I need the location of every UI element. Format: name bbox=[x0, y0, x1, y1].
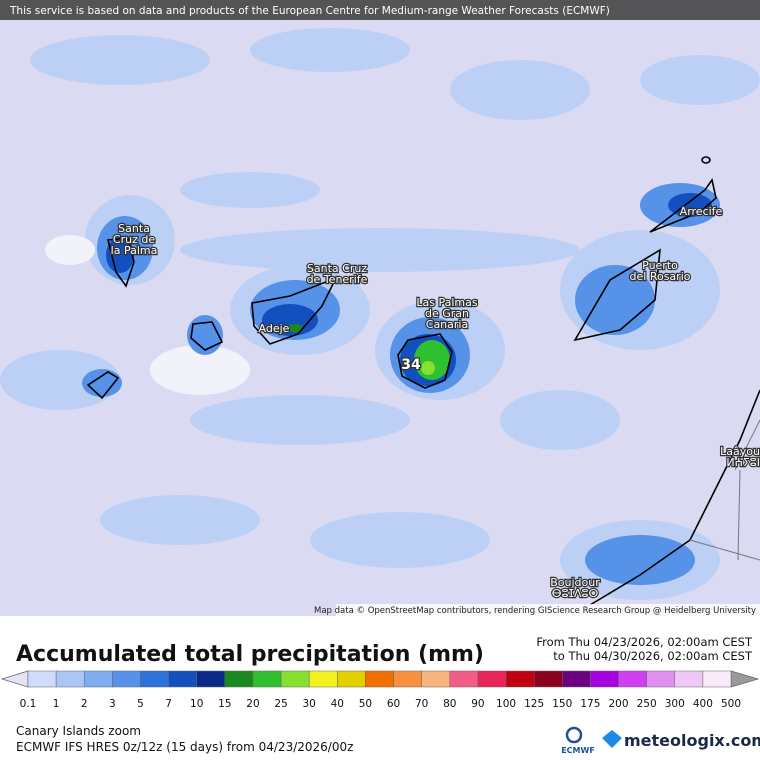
attribution-bg bbox=[336, 604, 760, 616]
precip-max bbox=[287, 324, 450, 380]
level-label: 400 bbox=[693, 698, 713, 710]
color-box bbox=[674, 670, 704, 688]
color-box bbox=[365, 670, 394, 688]
color-box bbox=[196, 670, 226, 688]
level-label: 30 bbox=[303, 698, 316, 710]
place-label: ⵍⵄⵢⵓⵏ bbox=[726, 456, 760, 469]
legend-title: Accumulated total precipitation (mm) bbox=[16, 642, 484, 667]
precip-light bbox=[0, 28, 760, 600]
level-label: 80 bbox=[443, 698, 456, 710]
period-from: From Thu 04/23/2026, 02:00am CEST bbox=[536, 635, 753, 649]
color-box bbox=[505, 670, 535, 688]
brand-icon bbox=[602, 730, 622, 748]
period-to: to Thu 04/30/2026, 02:00am CEST bbox=[553, 649, 753, 663]
place-label: Puerto bbox=[642, 259, 678, 272]
color-box bbox=[618, 670, 647, 688]
level-label: 200 bbox=[608, 698, 628, 710]
dry-areas bbox=[45, 235, 250, 395]
model-info: ECMWF IFS HRES 0z/12z (15 days) from 04/… bbox=[16, 740, 353, 754]
place-label: Cruz de bbox=[113, 233, 155, 246]
level-label: 70 bbox=[415, 698, 428, 710]
level-label: 90 bbox=[471, 698, 484, 710]
place-label: la Palma bbox=[111, 244, 158, 257]
banner: This service is based on data and produc… bbox=[9, 5, 610, 17]
place-label: ⴱⵓⵊⴷⵓⵔ bbox=[552, 587, 599, 600]
color-box bbox=[421, 670, 451, 688]
level-label: 20 bbox=[246, 698, 259, 710]
borders bbox=[689, 419, 760, 561]
color-box bbox=[27, 670, 57, 688]
level-label: 40 bbox=[331, 698, 344, 710]
max-value: 34 bbox=[401, 357, 421, 373]
level-label: 7 bbox=[165, 698, 172, 710]
level-label: 15 bbox=[218, 698, 231, 710]
place-label: Adeje bbox=[259, 322, 290, 335]
above-arrow bbox=[730, 670, 760, 688]
below-arrow bbox=[0, 670, 29, 688]
color-box bbox=[590, 670, 619, 688]
level-label: 250 bbox=[637, 698, 657, 710]
level-label: 3 bbox=[109, 698, 116, 710]
place-label: de Gran bbox=[425, 307, 469, 320]
level-label: 10 bbox=[190, 698, 203, 710]
level-label: 1 bbox=[53, 698, 60, 710]
region: Canary Islands zoom bbox=[16, 724, 141, 738]
coastlines bbox=[86, 156, 760, 606]
color-box bbox=[140, 670, 169, 688]
place-label: Santa bbox=[118, 222, 150, 235]
banner-bg bbox=[0, 0, 760, 20]
color-box bbox=[280, 670, 310, 688]
ecmwf-icon bbox=[565, 726, 583, 744]
colorbar: 0.1 1 2 3 5 7 10 15 20 25 30 40 50 60 70 80 90 100 125 150 1… bbox=[0, 670, 760, 710]
place-label: Santa Cruz bbox=[307, 262, 367, 275]
brand[interactable]: meteologix.com bbox=[624, 731, 760, 750]
place-label: del Rosario bbox=[630, 270, 691, 283]
color-box bbox=[337, 670, 366, 688]
place-label: Boujdour bbox=[550, 576, 600, 589]
level-label: 60 bbox=[387, 698, 400, 710]
color-box bbox=[83, 670, 113, 688]
place-label: Laâyou bbox=[720, 445, 760, 458]
place-label: de Tenerife bbox=[307, 273, 368, 286]
color-box bbox=[224, 670, 254, 688]
level-label: 500 bbox=[721, 698, 741, 710]
footer: Canary Islands zoom ECMWF IFS HRES 0z/12… bbox=[16, 724, 760, 755]
level-label: 2 bbox=[81, 698, 88, 710]
place-label: Las Palmas bbox=[416, 296, 477, 309]
color-box bbox=[562, 670, 591, 688]
attribution: Map data © OpenStreetMap contributors, r… bbox=[314, 606, 756, 616]
color-box bbox=[477, 670, 507, 688]
color-box bbox=[533, 670, 563, 688]
legend: Accumulated total precipitation (mm) Fro… bbox=[0, 635, 760, 710]
color-box bbox=[168, 670, 197, 688]
level-label: 150 bbox=[552, 698, 572, 710]
color-box bbox=[308, 670, 338, 688]
color-box bbox=[449, 670, 479, 688]
level-label: 50 bbox=[359, 698, 372, 710]
color-box bbox=[55, 670, 85, 688]
color-box bbox=[112, 670, 141, 688]
level-label: 25 bbox=[274, 698, 287, 710]
color-box bbox=[252, 670, 282, 688]
color-box bbox=[646, 670, 676, 688]
color-box bbox=[702, 670, 732, 688]
level-label: 100 bbox=[496, 698, 516, 710]
level-label: 5 bbox=[137, 698, 144, 710]
level-label: 0.1 bbox=[20, 698, 37, 710]
level-label: 300 bbox=[665, 698, 685, 710]
place-label: Canaria bbox=[426, 318, 468, 331]
place-label: Arrecife bbox=[680, 205, 723, 218]
level-label: 125 bbox=[524, 698, 544, 710]
level-label: 175 bbox=[580, 698, 600, 710]
ecmwf-logo: ECMWF bbox=[561, 746, 595, 755]
color-box bbox=[393, 670, 422, 688]
